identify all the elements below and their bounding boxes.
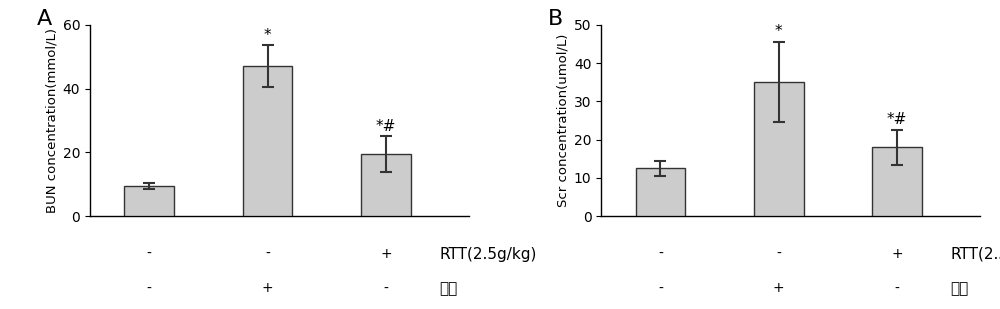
Text: *#: *#	[887, 112, 907, 127]
Y-axis label: BUN concentration(mmol/L): BUN concentration(mmol/L)	[45, 28, 58, 213]
Text: +: +	[891, 247, 903, 261]
Text: -: -	[265, 247, 270, 261]
Bar	[124, 186, 174, 216]
Text: -: -	[658, 281, 663, 295]
Text: B: B	[548, 9, 564, 29]
Text: *#: *#	[376, 119, 396, 134]
Text: -: -	[776, 247, 781, 261]
Text: -: -	[895, 281, 900, 295]
Text: +: +	[262, 281, 273, 295]
Y-axis label: Scr concentration(umol/L): Scr concentration(umol/L)	[557, 34, 570, 207]
Text: -: -	[383, 281, 388, 295]
Text: RTT(2.5g/kg): RTT(2.5g/kg)	[950, 247, 1000, 262]
Text: +: +	[380, 247, 392, 261]
Bar	[636, 168, 685, 216]
Text: +: +	[773, 281, 785, 295]
Bar	[754, 82, 804, 216]
Text: 顺鈴: 顺鈴	[950, 281, 969, 296]
Text: *: *	[775, 24, 783, 39]
Text: -: -	[147, 281, 152, 295]
Text: 顺鈴: 顺鈴	[439, 281, 457, 296]
Text: *: *	[264, 28, 271, 43]
Text: RTT(2.5g/kg): RTT(2.5g/kg)	[439, 247, 537, 262]
Bar	[243, 66, 292, 216]
Text: -: -	[658, 247, 663, 261]
Text: -: -	[147, 247, 152, 261]
Bar	[872, 147, 922, 216]
Bar	[361, 154, 411, 216]
Text: A: A	[37, 9, 52, 29]
